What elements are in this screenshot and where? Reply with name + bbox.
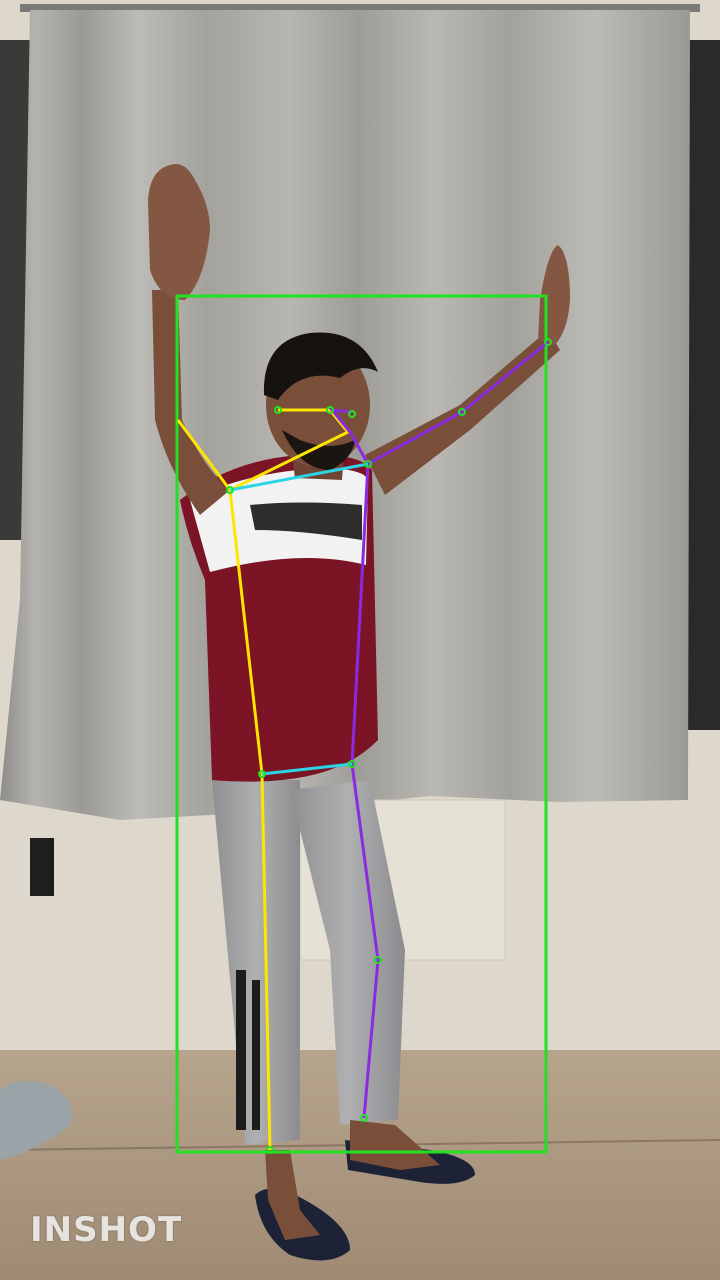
- keypoint: [458, 408, 466, 416]
- switch-board: [30, 838, 54, 896]
- left-arm: [152, 290, 230, 515]
- curtain-rod: [20, 4, 700, 12]
- pant-stripe: [236, 970, 246, 1130]
- right-leg: [290, 780, 405, 1125]
- keypoint: [274, 406, 282, 414]
- beard: [282, 430, 355, 470]
- pant-stripe: [252, 980, 260, 1130]
- keypoint: [364, 460, 372, 468]
- keypoint: [348, 410, 356, 418]
- foot: [350, 1120, 440, 1170]
- keypoint: [266, 1146, 274, 1154]
- keypoint: [544, 338, 552, 346]
- shoe: [0, 1081, 72, 1160]
- skeleton-shoulder-link: [229, 462, 369, 492]
- keypoint: [326, 406, 334, 414]
- inshot-watermark: INSHOT: [30, 1210, 183, 1250]
- skeleton-left-arm: [176, 408, 351, 492]
- skeleton-right-body: [350, 463, 380, 1119]
- foot: [265, 1150, 320, 1240]
- skeleton-hip-link: [261, 762, 353, 776]
- keypoint: [374, 956, 382, 964]
- keypoint: [258, 770, 266, 778]
- keypoints: [226, 338, 552, 1154]
- hair: [263, 332, 378, 400]
- keypoint: [226, 486, 234, 494]
- shirt-dark-stripe: [250, 502, 362, 540]
- left-hand: [148, 164, 210, 300]
- skeleton-right-arm: [328, 340, 549, 467]
- left-leg: [212, 780, 300, 1145]
- person-bounding-box: [175, 294, 548, 1154]
- keypoint: [348, 760, 356, 768]
- keypoint: [360, 1114, 368, 1122]
